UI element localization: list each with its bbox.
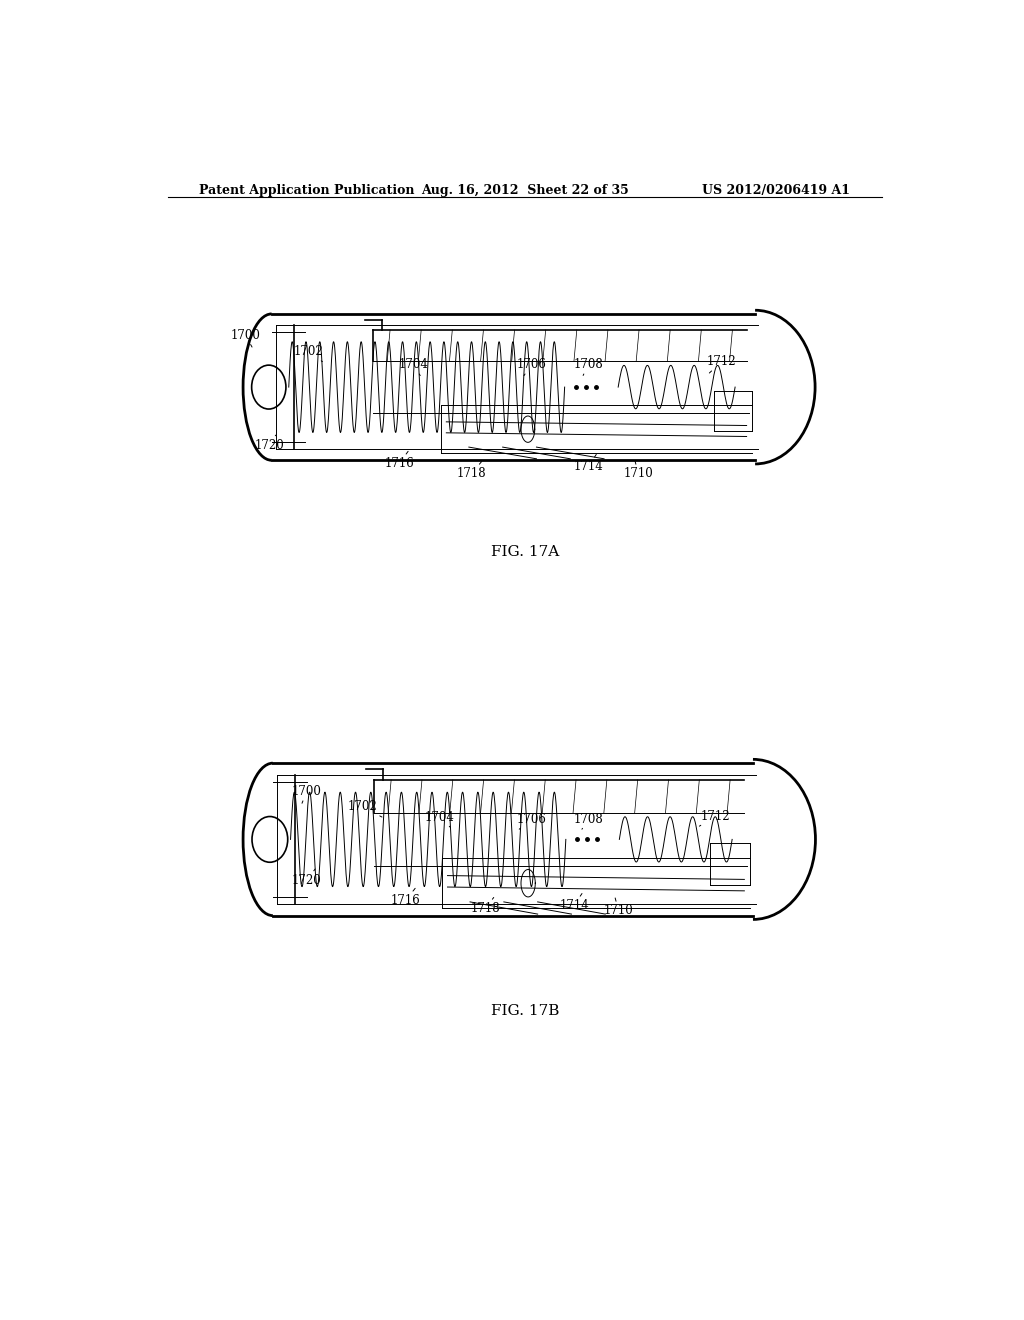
Text: 1708: 1708	[573, 813, 603, 829]
Text: 1700: 1700	[230, 329, 260, 347]
Text: 1704: 1704	[425, 810, 455, 828]
Text: 1700: 1700	[292, 785, 322, 804]
Text: 1712: 1712	[699, 809, 730, 826]
Text: 1716: 1716	[391, 888, 421, 907]
Text: 1714: 1714	[559, 894, 589, 912]
Text: 1706: 1706	[516, 813, 546, 829]
Text: Aug. 16, 2012  Sheet 22 of 35: Aug. 16, 2012 Sheet 22 of 35	[421, 183, 629, 197]
Text: Patent Application Publication: Patent Application Publication	[200, 183, 415, 197]
Text: 1720: 1720	[292, 869, 322, 887]
Text: FIG. 17A: FIG. 17A	[490, 545, 559, 558]
Text: FIG. 17B: FIG. 17B	[490, 1005, 559, 1018]
Text: US 2012/0206419 A1: US 2012/0206419 A1	[702, 183, 850, 197]
Text: 1702: 1702	[347, 800, 382, 817]
Text: 1706: 1706	[516, 358, 546, 376]
Text: 1714: 1714	[573, 454, 603, 473]
Text: 1702: 1702	[294, 345, 324, 362]
Text: 1716: 1716	[385, 451, 415, 470]
Text: 1712: 1712	[707, 355, 736, 374]
Text: 1710: 1710	[603, 898, 633, 917]
Text: 1718: 1718	[457, 462, 486, 480]
Text: 1708: 1708	[573, 358, 603, 375]
Text: 1704: 1704	[398, 358, 429, 376]
Text: 1720: 1720	[254, 436, 284, 451]
Text: 1718: 1718	[470, 898, 500, 915]
Text: 1710: 1710	[624, 461, 653, 480]
